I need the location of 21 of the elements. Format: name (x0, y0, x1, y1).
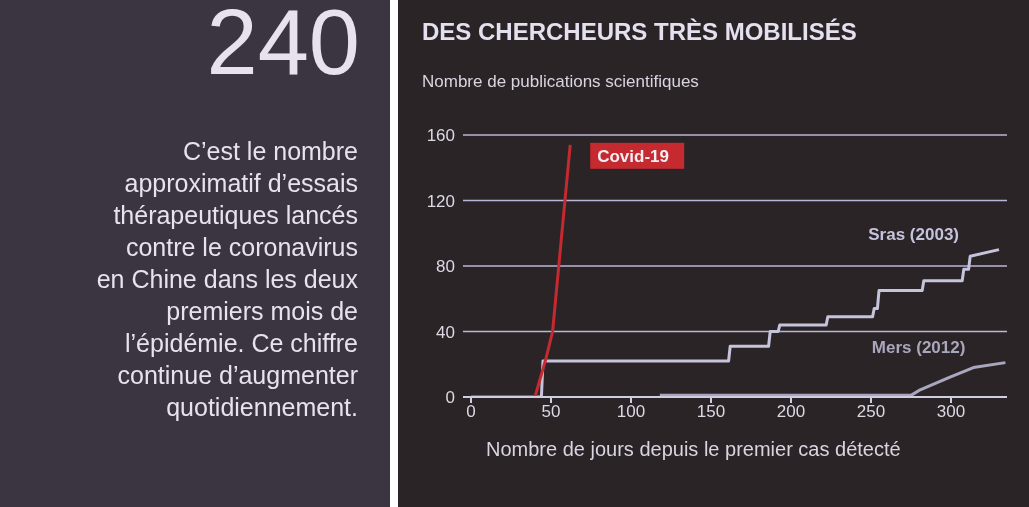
x-tick-label: 250 (856, 402, 886, 422)
line-series (658, 361, 1007, 397)
y-axis-title: Nombre de publications scientifiques (422, 72, 699, 92)
text: C’est le nombre approximatif d’essais thérapeutiques lancés contre le coronavirus en Chine dans les deux premiers mois de l’épidémie. Ce chiffre continue d’augmenter quotidiennement. (96, 137, 358, 421)
y-tick-label: 0 (445, 388, 455, 408)
x-tick-label: 300 (936, 402, 966, 422)
text: 240 (206, 0, 360, 93)
y-tick-label: 160 (426, 126, 455, 146)
series-label: Sras (2003) (868, 224, 959, 244)
x-tick-label: 50 (541, 402, 561, 422)
x-tick-label: 150 (696, 402, 726, 422)
y-tick-label: 40 (436, 322, 455, 342)
x-tick-label: 0 (466, 402, 476, 422)
series-label: Mers (2012) (871, 337, 966, 357)
x-tick-label: 100 (616, 402, 646, 422)
chart-title: DES CHERCHEURS TRÈS MOBILISÉS (422, 18, 857, 46)
x-tick-label: 200 (776, 402, 806, 422)
series-label: Covid-19 (597, 146, 669, 166)
y-tick-label: 80 (436, 257, 455, 277)
x-axis-title: Nombre de jours depuis le premier cas détecté (486, 438, 901, 461)
y-tick-label: 120 (426, 191, 455, 211)
